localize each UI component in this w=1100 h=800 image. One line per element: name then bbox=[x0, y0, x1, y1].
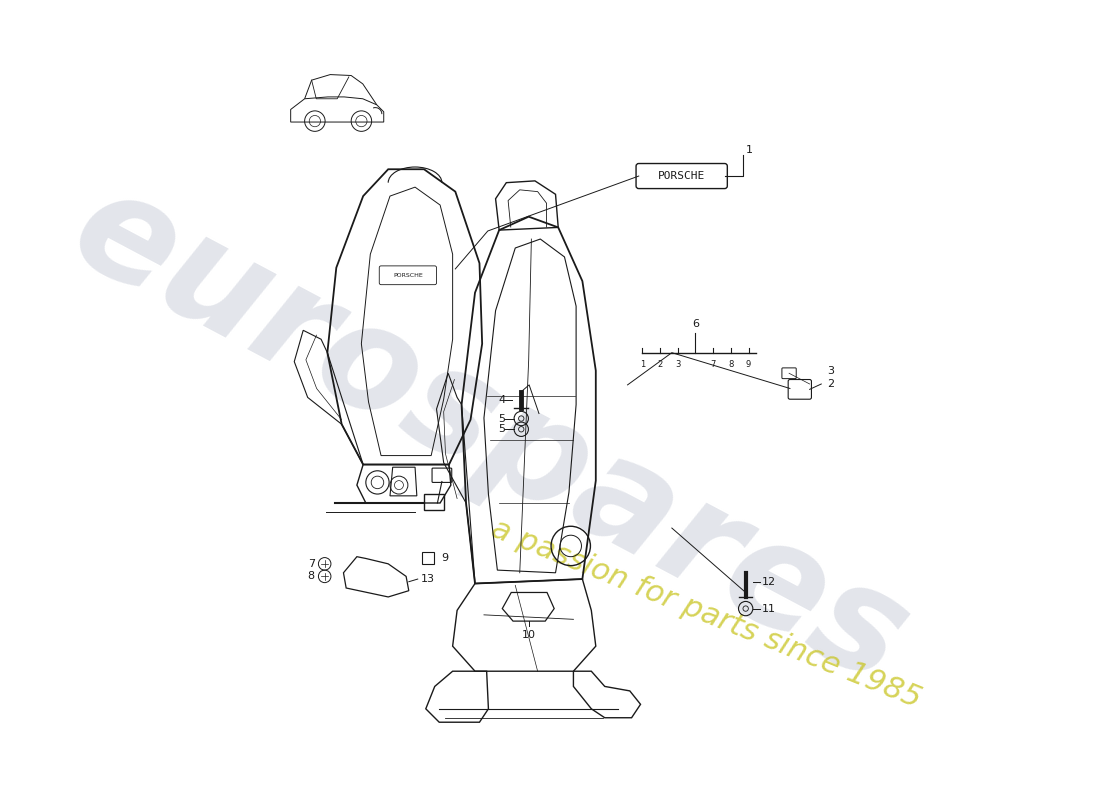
Text: eurospares: eurospares bbox=[50, 156, 931, 714]
Text: 2: 2 bbox=[827, 379, 835, 389]
Text: 5: 5 bbox=[498, 424, 505, 434]
Text: 9: 9 bbox=[746, 360, 751, 369]
Text: 3: 3 bbox=[675, 360, 681, 369]
Text: a passion for parts since 1985: a passion for parts since 1985 bbox=[487, 514, 925, 714]
Text: 1: 1 bbox=[746, 145, 754, 155]
Text: PORSCHE: PORSCHE bbox=[658, 171, 705, 181]
Text: 10: 10 bbox=[522, 630, 536, 640]
Text: 5: 5 bbox=[498, 414, 505, 423]
Text: 3: 3 bbox=[827, 366, 835, 375]
Text: 4: 4 bbox=[498, 394, 505, 405]
Text: 2: 2 bbox=[658, 360, 662, 369]
Text: PORSCHE: PORSCHE bbox=[393, 274, 422, 278]
Text: 12: 12 bbox=[762, 577, 776, 586]
Text: 11: 11 bbox=[762, 603, 776, 614]
Text: 1: 1 bbox=[640, 360, 645, 369]
Text: 7: 7 bbox=[711, 360, 716, 369]
Text: 9: 9 bbox=[441, 553, 449, 562]
Text: 8: 8 bbox=[728, 360, 734, 369]
Text: 8: 8 bbox=[308, 571, 315, 582]
Text: 13: 13 bbox=[421, 574, 436, 584]
Text: 7: 7 bbox=[308, 559, 315, 569]
Text: 6: 6 bbox=[692, 319, 698, 330]
